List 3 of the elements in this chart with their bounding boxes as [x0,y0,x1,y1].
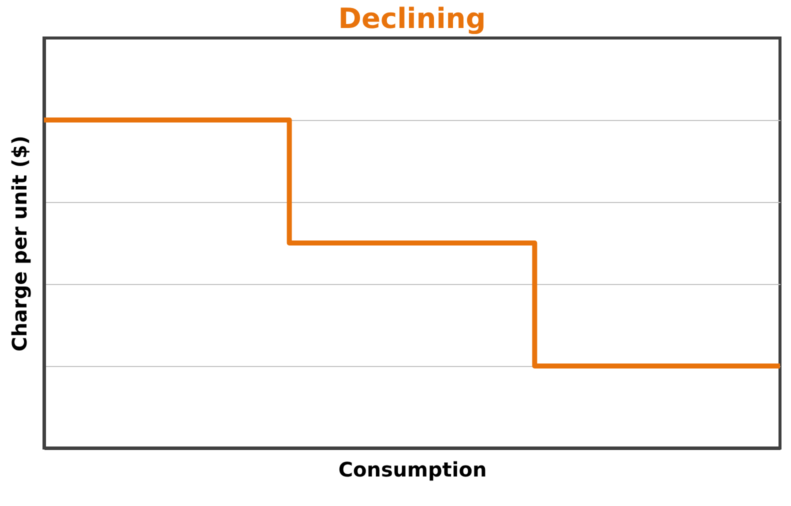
y-axis-title: Charge per unit ($) [8,136,32,352]
x-axis-title: Consumption [338,458,487,482]
chart-title: Declining [338,2,486,35]
